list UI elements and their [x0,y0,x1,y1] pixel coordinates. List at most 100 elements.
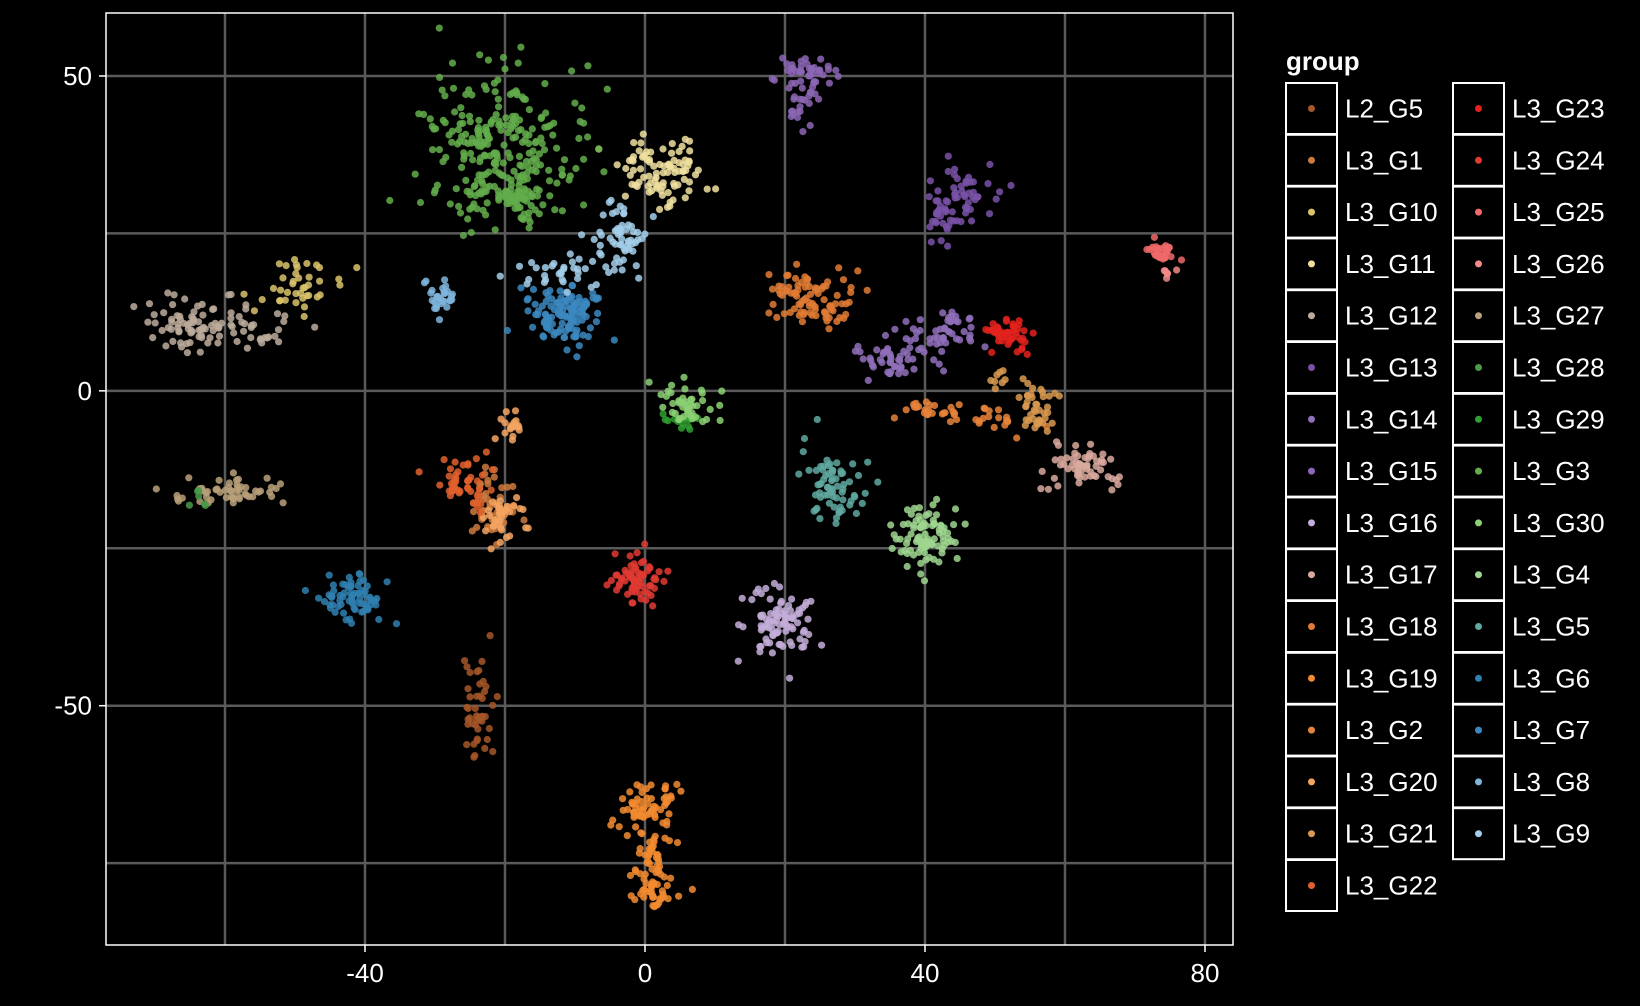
data-point [596,241,604,249]
data-point [659,182,667,190]
data-point [912,403,921,411]
data-point [675,147,683,156]
data-point [788,595,796,603]
legend-key-dot [1475,208,1482,216]
data-point [426,115,434,123]
data-point [315,264,324,272]
legend-label: L3_G22 [1345,871,1438,901]
legend-key-dot [1475,778,1482,786]
data-point [1160,267,1168,275]
data-point [773,313,781,321]
data-point [335,275,343,283]
data-point [267,483,275,491]
data-point [273,310,282,318]
data-point [887,521,895,529]
data-point [573,318,581,326]
data-point [777,599,785,607]
data-point [622,164,630,173]
data-point [670,179,678,188]
data-point [464,483,472,492]
data-point [448,138,456,146]
data-point [476,51,484,59]
data-point [938,347,946,355]
data-point [532,311,540,319]
data-point [1173,266,1181,274]
data-point [187,326,195,334]
data-point [1084,454,1092,462]
data-point [212,486,220,494]
data-point [670,164,678,172]
data-point [802,598,811,606]
data-point [785,84,793,92]
data-point [599,211,607,219]
data-point [610,259,619,268]
data-point [574,274,582,283]
data-point [430,189,438,197]
data-point [770,76,779,84]
data-point [456,209,465,217]
data-point [796,635,804,643]
legend-key-dot [1475,156,1482,164]
data-point [809,83,817,91]
data-point [950,521,958,529]
data-point [851,493,859,501]
data-point [471,182,479,190]
data-point [195,333,203,341]
data-point [530,154,538,162]
data-point [456,120,464,128]
data-point [794,281,802,289]
data-point [511,120,520,128]
data-point [838,506,846,515]
data-point [790,305,799,313]
data-point [1063,454,1071,462]
data-point [634,228,642,236]
legend-label: L3_G1 [1345,145,1423,175]
data-point [481,687,489,696]
series-L3_G9 [496,196,657,296]
data-point [519,505,527,513]
data-point [946,418,955,426]
data-point [190,308,198,316]
data-point [806,121,814,130]
series-L3_G12 [130,289,319,357]
data-point [537,134,545,142]
data-point [791,79,799,87]
data-point [963,205,971,213]
data-point [1051,389,1059,397]
legend-item: L3_G24 [1452,133,1605,187]
data-point [454,468,462,476]
data-point [859,355,867,363]
data-point [640,875,648,883]
data-point [548,320,557,328]
data-point [503,483,511,491]
data-point [541,272,549,280]
data-point [1010,323,1018,331]
data-point [506,508,514,516]
data-point [502,114,510,122]
data-point [993,323,1001,331]
data-point [611,240,620,248]
data-point [635,577,643,585]
series-L3_G28 [185,486,209,509]
data-point [506,532,514,540]
data-point [433,302,441,310]
data-point [482,85,490,93]
data-point [610,336,618,344]
data-point [516,161,524,169]
data-point [1022,403,1030,411]
data-point [651,832,659,840]
data-point [525,106,534,114]
data-point [653,901,661,909]
data-point [637,798,646,806]
data-point [688,415,696,423]
data-point [279,499,287,507]
data-point [647,807,655,815]
series-L3_G19 [607,780,697,911]
data-point [524,295,532,303]
legend-label: L3_G15 [1345,456,1438,486]
series-L3_G7 [503,281,618,361]
data-point [842,300,850,308]
data-point [283,288,292,296]
data-point [824,62,832,70]
data-point [455,202,463,210]
